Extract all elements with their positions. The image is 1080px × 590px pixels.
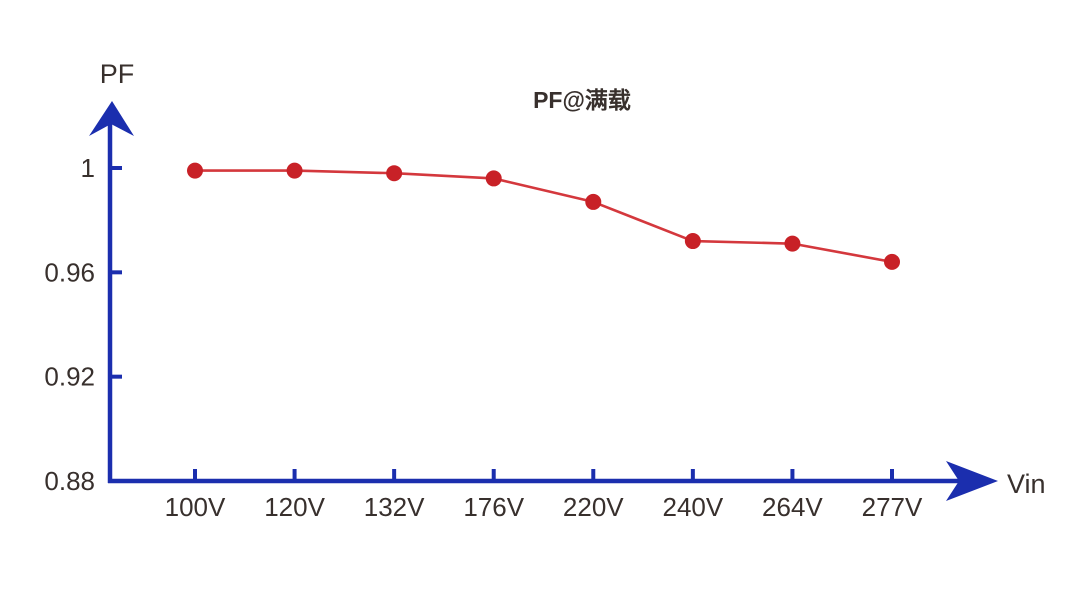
y-tick-label: 1 [81, 153, 95, 183]
data-point [784, 235, 801, 252]
data-point [884, 253, 900, 270]
x-tick-label: 100V [165, 492, 226, 522]
data-point [585, 193, 602, 210]
pf-series [187, 162, 900, 270]
y-axis-arrow-icon [89, 101, 134, 136]
data-point [684, 233, 701, 250]
y-tick-label: 0.96 [44, 257, 95, 287]
y-tick-label: 0.88 [44, 466, 95, 496]
y-tick-label: 0.92 [44, 362, 95, 392]
data-point [485, 170, 502, 187]
data-point [286, 162, 303, 179]
x-tick-label: 220V [563, 492, 624, 522]
x-tick-label: 176V [463, 492, 524, 522]
x-tick-label: 120V [264, 492, 325, 522]
x-tick-label: 240V [662, 492, 723, 522]
x-axis-label: Vin [1007, 469, 1046, 499]
data-point [187, 162, 203, 179]
x-tick-label: 264V [762, 492, 823, 522]
x-tick-label: 132V [364, 492, 425, 522]
pf-series-line [193, 169, 894, 264]
chart-title: PF@满载 [533, 87, 631, 113]
data-point [386, 165, 403, 182]
x-axis-ticks: 100V 120V 132V 176V 220V 240V 264V 277V [165, 469, 923, 522]
y-axis-ticks: 0.88 0.92 0.96 1 [44, 153, 122, 496]
y-axis-label: PF [100, 59, 135, 89]
x-tick-label: 277V [862, 492, 923, 522]
x-axis-arrow-icon [946, 461, 998, 501]
